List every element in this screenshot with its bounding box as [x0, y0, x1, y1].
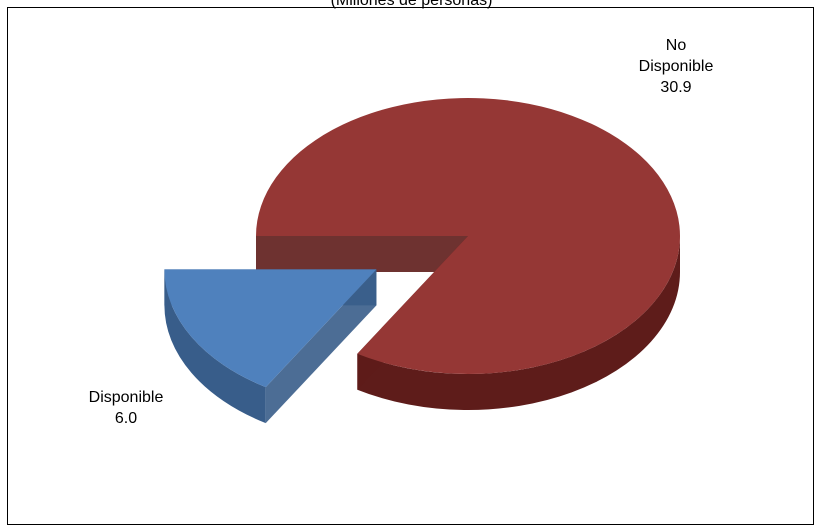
- pie-slice-side: [164, 269, 266, 424]
- pie-slice-wall: [256, 236, 468, 272]
- pie-slice-side: [357, 236, 680, 411]
- pie-slice-wall: [265, 269, 377, 424]
- pie-slice-top: [256, 98, 681, 375]
- slice-name-label: No: [666, 37, 687, 54]
- slice-name-label: Disponible: [89, 389, 164, 406]
- chart-frame: [7, 7, 814, 525]
- pie-label-no-disponible: No Disponible 30.9: [639, 37, 714, 96]
- pie-label-disponible: Disponible 6.0: [89, 389, 164, 427]
- slice-name-label: Disponible: [639, 58, 714, 75]
- chart-subtitle: (Millones de personas): [330, 0, 493, 9]
- pie-slice-no-disponible: [256, 98, 681, 411]
- pie-slice-top: [164, 269, 377, 388]
- slice-value-label: 30.9: [660, 79, 691, 96]
- slice-value-label: 6.0: [115, 410, 137, 427]
- pie-slice-disponible: [164, 269, 377, 424]
